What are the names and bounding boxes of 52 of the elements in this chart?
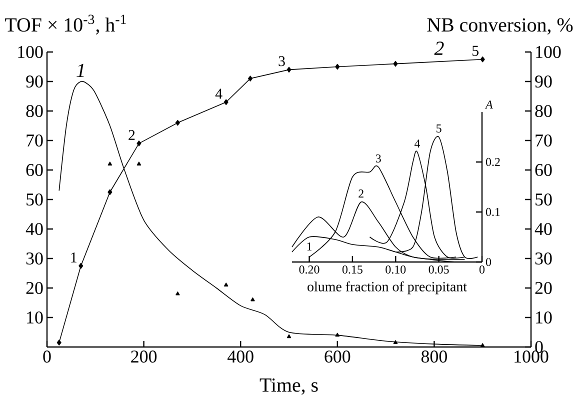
series-label: 2 — [358, 190, 364, 198]
series-label: 3 — [376, 154, 381, 162]
y2-tick-label: 100 — [536, 46, 561, 58]
y-tick-label: 50 — [26, 193, 43, 206]
y2-tick-label: 50 — [536, 193, 552, 206]
y2-tick-label: 0.1 — [486, 208, 500, 216]
y2-tick-label: 10 — [536, 311, 552, 324]
y-axis-title: TOF × 10$^{-3}$, h$^{-1}$ — [5, 14, 126, 35]
x-tick-label: 0.05 — [428, 266, 449, 274]
x-tick-label: 600 — [324, 350, 350, 363]
y-tick-label: 80 — [26, 104, 43, 118]
x-tick-label: 1000 — [514, 350, 548, 363]
series-label: 1 — [76, 64, 84, 77]
annotation: 4 — [215, 88, 222, 99]
annotation: 1 — [71, 252, 76, 262]
x-axis-title: Time, s — [260, 378, 318, 395]
y2-tick-label: 0.2 — [486, 158, 500, 166]
y2-tick-label: 0 — [535, 340, 543, 354]
y2-tick-label: 20 — [535, 282, 552, 294]
x-tick-label: 0.10 — [386, 266, 406, 274]
y2-tick-label: 70 — [536, 134, 552, 147]
y-tick-label: 20 — [26, 282, 43, 294]
series-label: 4 — [414, 140, 420, 148]
x-tick-label: 200 — [131, 350, 157, 363]
x-tick-label: 0.15 — [342, 266, 362, 274]
y-tick-label: 100 — [18, 46, 43, 58]
x-axis-title: olume fraction of precipitant — [308, 281, 467, 294]
x-tick-label: 800 — [421, 350, 447, 363]
series-label: 5 — [436, 124, 442, 132]
y2-tick-label: 40 — [534, 222, 552, 236]
y-tick-label: 90 — [26, 75, 43, 88]
y2-axis-title: A — [484, 100, 493, 108]
x-tick-label: 0 — [43, 350, 51, 363]
y2-tick-label: 0 — [486, 258, 492, 266]
x-tick-label: 0 — [479, 266, 485, 274]
y2-tick-label: 90 — [535, 75, 552, 88]
x-tick-label: 400 — [228, 350, 254, 363]
x-tick-label: 0.20 — [299, 266, 320, 274]
y2-tick-label: 80 — [535, 104, 552, 118]
y2-tick-label: 30 — [535, 252, 552, 265]
series-label: 2 — [434, 42, 444, 55]
y-tick-label: 70 — [26, 134, 43, 147]
y2-axis-title: NB conversion, % — [427, 18, 573, 35]
annotation: 2 — [128, 130, 135, 140]
y-tick-label: 40 — [26, 222, 43, 236]
annotation: 5 — [472, 46, 479, 56]
y-tick-label: 60 — [26, 164, 43, 176]
y2-tick-label: 60 — [535, 164, 552, 176]
annotation: 3 — [278, 56, 285, 66]
y-tick-label: 30 — [26, 252, 43, 265]
y-tick-label: 10 — [27, 311, 43, 324]
series-label: 1 — [307, 242, 312, 250]
